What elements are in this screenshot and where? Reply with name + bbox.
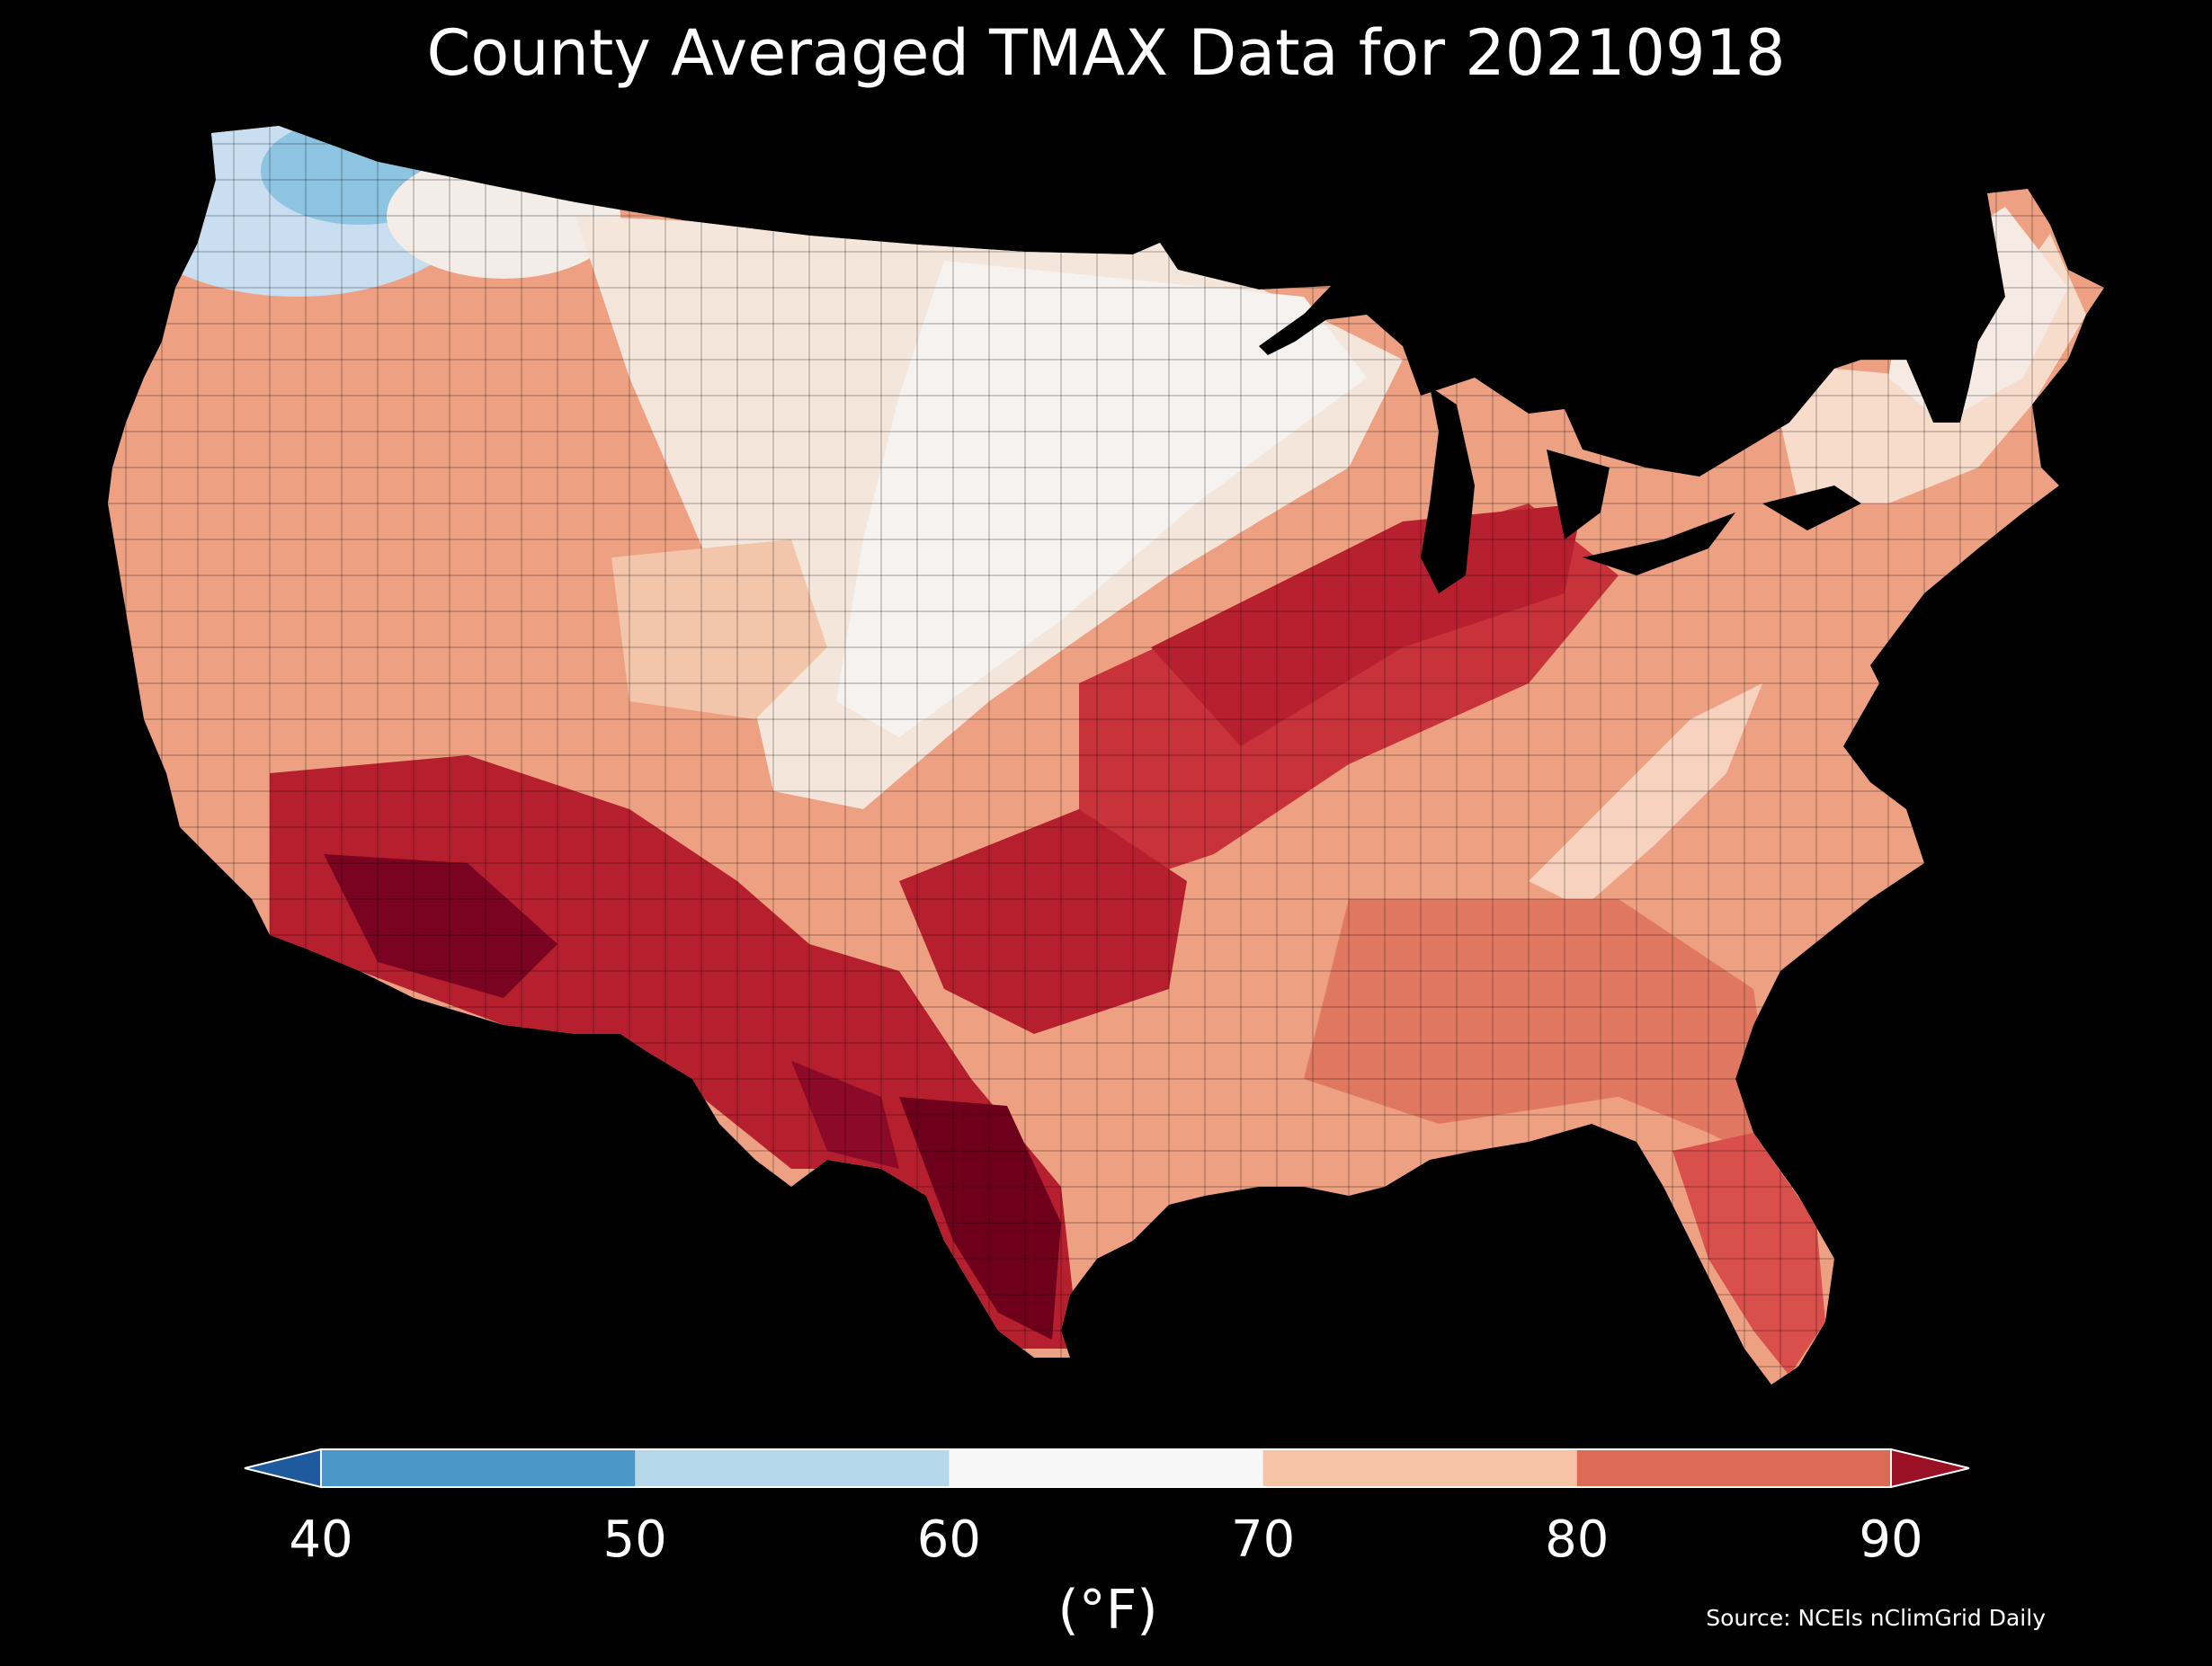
colorbar-tick-label: 50: [602, 1510, 667, 1569]
colorbar-tick-label: 90: [1859, 1510, 1923, 1569]
conus-county-map: [108, 126, 2104, 1385]
source-credit: Source: NCEIs nClimGrid Daily: [1706, 1605, 2046, 1631]
colorbar-tick-label: 40: [289, 1510, 353, 1569]
map-title: County Averaged TMAX Data for 20210918: [426, 16, 1786, 90]
great-lakes: [1259, 279, 1861, 593]
colorbar-tick-label: 80: [1545, 1510, 1610, 1569]
colorbar-tick-label: 60: [916, 1510, 982, 1569]
colorbar-tick-label: 70: [1230, 1510, 1296, 1569]
temperature-field: [108, 126, 2104, 1385]
colorbar-unit-label: (°F): [1057, 1579, 1158, 1642]
